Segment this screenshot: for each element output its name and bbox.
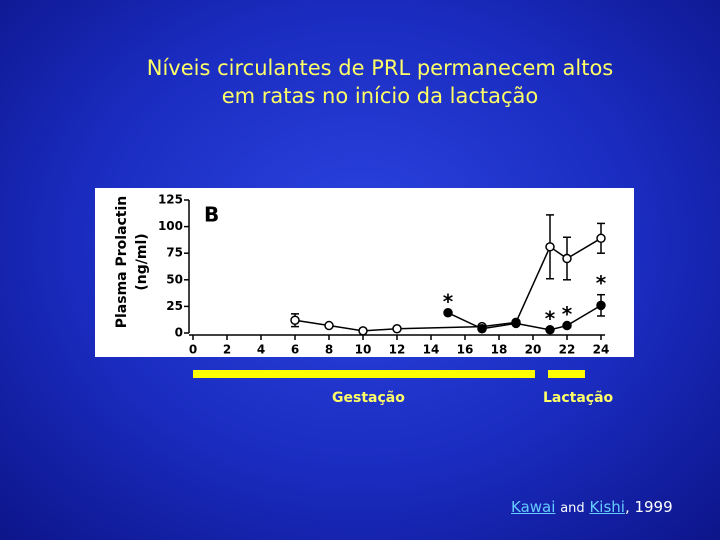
annotation: * — [443, 289, 454, 313]
x-tick-label: 16 — [457, 343, 474, 357]
annotation: * — [562, 302, 573, 326]
y-tick-label: 50 — [166, 272, 183, 286]
title-line: Níveis circulantes de PRL permanecem alt… — [146, 56, 614, 80]
series-line — [447, 304, 602, 331]
annotation: * — [545, 306, 556, 330]
x-tick-label: 2 — [223, 343, 231, 357]
lactation-label: Lactação — [543, 390, 614, 406]
x-tick-label: 4 — [257, 343, 265, 357]
y-tick-label: 100 — [158, 219, 183, 233]
y-tick-label: 25 — [166, 299, 183, 313]
y-tick-label: 125 — [158, 193, 183, 207]
x-tick-label: 0 — [189, 343, 197, 357]
x-tick-label: 20 — [525, 343, 542, 357]
citation-link[interactable]: Kishi — [589, 498, 625, 516]
x-tick-label: 14 — [423, 343, 440, 357]
citation-link[interactable]: Kawai — [511, 498, 556, 516]
data-point — [324, 320, 334, 331]
y-axis-label: Plasma Prolactin — [114, 196, 130, 329]
data-point — [358, 326, 368, 336]
x-tick-label: 6 — [291, 343, 299, 357]
x-tick-label: 12 — [389, 343, 406, 357]
slide-title: Níveis circulantes de PRL permanecem alt… — [0, 54, 720, 110]
y-axis-label: (ng/ml) — [134, 233, 150, 290]
citation: Kawai and Kishi, 1999 — [511, 498, 673, 516]
data-point — [443, 308, 453, 318]
panel-label: B — [204, 203, 219, 227]
x-tick-label: 24 — [593, 343, 610, 357]
data-point — [596, 300, 606, 311]
citation-text: , 1999 — [624, 498, 673, 516]
data-point — [562, 320, 572, 331]
data-point — [477, 323, 487, 334]
data-point — [596, 233, 606, 244]
title-line: em ratas no início da lactação — [221, 84, 539, 108]
y-tick-label: 0 — [175, 326, 183, 340]
x-tick-label: 10 — [355, 343, 372, 357]
y-tick-label: 75 — [166, 246, 183, 260]
data-point — [290, 315, 300, 325]
gestation-bar — [193, 370, 535, 378]
x-tick-label: 22 — [559, 343, 576, 357]
x-tick-label: 8 — [325, 343, 333, 357]
data-point — [562, 253, 572, 264]
citation-text: and — [560, 501, 585, 516]
data-point — [545, 325, 555, 335]
lactation-bar — [548, 370, 585, 378]
x-tick-label: 18 — [491, 343, 508, 357]
data-point — [511, 318, 521, 329]
gestation-label: Gestação — [332, 390, 405, 406]
data-point — [545, 242, 555, 252]
data-point — [392, 323, 402, 334]
annotation: * — [596, 271, 607, 295]
